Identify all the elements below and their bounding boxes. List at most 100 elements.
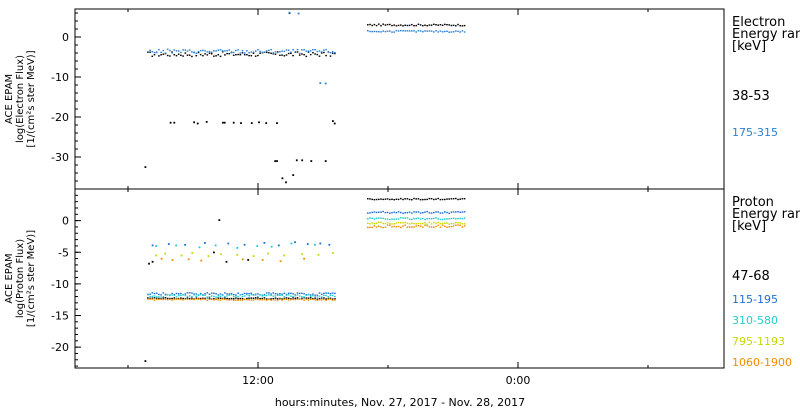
data-point <box>265 294 268 297</box>
data-point <box>160 257 163 260</box>
data-point <box>276 294 279 297</box>
data-point <box>413 226 415 228</box>
plot-frame <box>74 188 725 369</box>
data-point <box>224 54 226 56</box>
data-point <box>206 51 209 53</box>
data-point <box>424 24 426 26</box>
data-point <box>439 223 442 225</box>
data-point <box>254 50 257 52</box>
data-point <box>419 218 422 220</box>
data-point <box>180 294 182 297</box>
data-point <box>236 247 239 249</box>
data-point <box>378 225 380 227</box>
data-point <box>204 294 206 297</box>
data-point <box>193 298 195 301</box>
data-point <box>254 298 257 300</box>
data-point <box>153 51 156 54</box>
data-point <box>221 294 224 296</box>
data-point <box>254 55 257 57</box>
data-point <box>435 24 437 26</box>
data-point <box>386 30 389 32</box>
data-point <box>213 50 215 52</box>
data-point <box>426 30 428 32</box>
data-point <box>250 292 253 294</box>
data-point <box>173 121 176 124</box>
data-point <box>446 30 448 32</box>
data-point <box>382 30 384 32</box>
data-point <box>285 294 288 296</box>
data-point <box>226 297 228 300</box>
data-point <box>232 295 235 298</box>
data-point <box>327 51 330 53</box>
data-point <box>153 297 156 299</box>
data-point <box>430 226 433 228</box>
data-point <box>287 52 290 55</box>
data-point <box>213 298 215 300</box>
data-point <box>237 49 239 51</box>
data-point <box>461 25 464 27</box>
data-point <box>334 299 336 301</box>
data-point <box>177 298 180 300</box>
data-point <box>397 30 400 32</box>
data-point <box>452 223 455 225</box>
data-point <box>382 226 384 229</box>
data-point <box>450 198 453 200</box>
data-point <box>426 218 428 220</box>
data-point <box>314 294 316 296</box>
data-point <box>226 52 228 55</box>
data-point <box>393 225 395 228</box>
data-point <box>309 295 312 298</box>
data-point <box>193 51 195 54</box>
data-point <box>215 298 217 300</box>
data-point <box>369 223 371 225</box>
data-point <box>312 297 314 300</box>
data-point <box>219 299 222 301</box>
data-point <box>263 299 266 301</box>
data-point <box>417 222 420 225</box>
data-point <box>279 294 281 297</box>
data-point <box>397 218 400 220</box>
data-point <box>309 53 312 56</box>
data-point <box>239 294 242 296</box>
data-point <box>151 292 154 294</box>
data-point <box>188 295 191 297</box>
legend-title: [keV] <box>732 219 766 234</box>
data-point <box>160 54 162 56</box>
data-point <box>186 50 189 52</box>
data-point <box>204 297 206 300</box>
data-point <box>151 51 154 53</box>
data-point <box>257 297 259 299</box>
data-point <box>463 217 466 219</box>
y-axis-label: [1/(cm²s ster MeV)] <box>26 50 37 147</box>
data-point <box>215 296 217 298</box>
data-point <box>230 52 233 54</box>
y-axis-label: [1/(cm²s ster MeV)] <box>26 230 37 327</box>
data-point <box>294 295 297 297</box>
data-point <box>206 299 209 301</box>
data-point <box>199 293 202 296</box>
data-point <box>298 292 301 295</box>
data-point <box>331 298 334 300</box>
data-point <box>261 259 264 261</box>
data-point <box>252 294 255 296</box>
data-point <box>433 226 435 228</box>
data-point <box>439 218 442 221</box>
y-axis-label: ACE EPAM <box>4 253 15 303</box>
data-point <box>228 298 231 300</box>
data-point <box>457 211 459 213</box>
data-point <box>287 299 290 301</box>
data-point <box>160 294 162 296</box>
legend-entry: 1060-1900 <box>732 356 792 369</box>
data-point <box>380 31 382 33</box>
data-point <box>250 294 253 296</box>
data-point <box>369 23 371 26</box>
y-tick-label: -15 <box>51 310 69 323</box>
data-point <box>430 223 433 225</box>
data-point <box>217 49 220 51</box>
data-point <box>459 211 461 213</box>
data-point <box>274 51 277 53</box>
data-point <box>384 198 387 200</box>
data-point <box>175 55 178 57</box>
data-point <box>169 49 171 52</box>
data-point <box>158 55 160 57</box>
